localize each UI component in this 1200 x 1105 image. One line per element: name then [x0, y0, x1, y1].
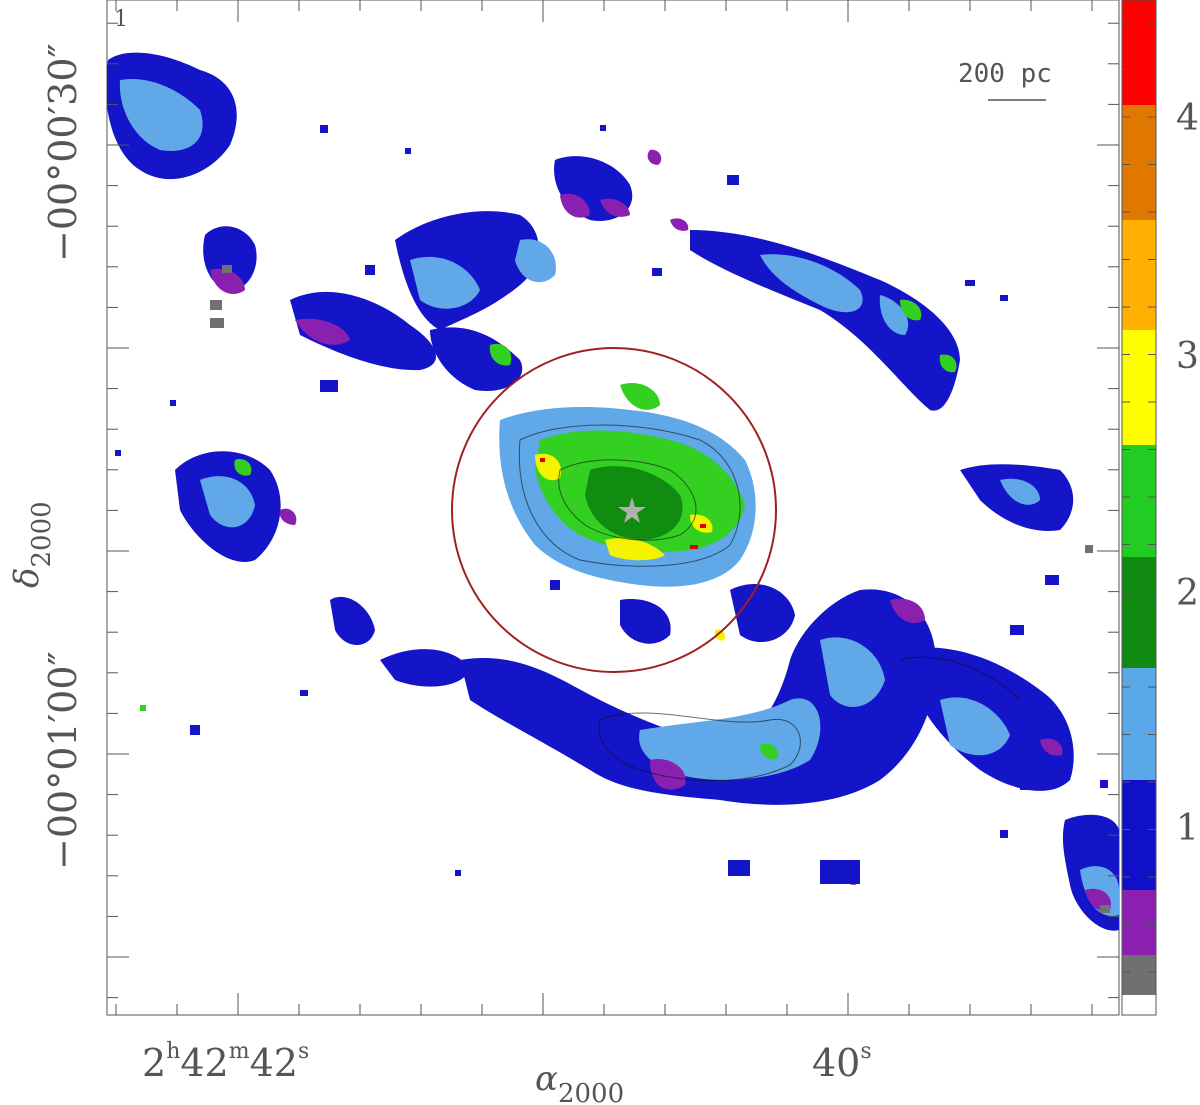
- contour-lines: [518, 424, 1021, 782]
- colorbar: [1122, 0, 1156, 1015]
- colorbar-band: [1122, 780, 1156, 890]
- scale-bar-label: 200 pc: [958, 59, 1052, 89]
- scattered-specks: [115, 125, 1108, 884]
- colorbar-label-2: 2: [1176, 573, 1199, 614]
- gray-emission-regions: [210, 265, 1110, 913]
- colorbar-band: [1122, 330, 1156, 445]
- x-axis-label: α2000: [535, 1059, 624, 1105]
- emission-map: [107, 52, 1119, 931]
- red-emission-regions: [540, 458, 706, 549]
- colorbar-label-1: 1: [1176, 808, 1199, 849]
- x-tick-label-42s: 2h42m42s: [142, 1039, 309, 1085]
- y-axis-label: δ2000: [7, 501, 57, 588]
- panel-index-label: 1: [114, 7, 128, 32]
- yellow-emission-regions: [535, 453, 726, 641]
- colorbar-band: [1122, 0, 1156, 105]
- center-star-icon: [618, 497, 646, 523]
- x-tick-label-40s: 40s: [812, 1039, 872, 1085]
- colorbar-band: [1122, 890, 1156, 955]
- colorbar-band: [1122, 955, 1156, 995]
- y-tick-label-30: −00°00′30″: [41, 43, 85, 262]
- svg-text:2h42m42s: 2h42m42s: [142, 1039, 309, 1085]
- colorbar-band: [1122, 995, 1156, 1015]
- colorbar-band: [1122, 220, 1156, 330]
- svg-text:40s: 40s: [812, 1039, 872, 1085]
- aperture-circle: [451, 347, 777, 673]
- colorbar-band: [1122, 445, 1156, 557]
- colorbar-ticks: [1122, 21, 1156, 973]
- colorbar-band: [1122, 668, 1156, 780]
- y-tick-label-100: −00°01′00″: [41, 651, 85, 870]
- axis-ticks: [107, 0, 1119, 1015]
- colorbar-label-4: 4: [1176, 98, 1199, 139]
- colorbar-frame: [1121, 0, 1157, 1016]
- colorbar-label-3: 3: [1176, 336, 1199, 377]
- colorbar-band: [1122, 557, 1156, 668]
- colorbar-band: [1122, 105, 1156, 220]
